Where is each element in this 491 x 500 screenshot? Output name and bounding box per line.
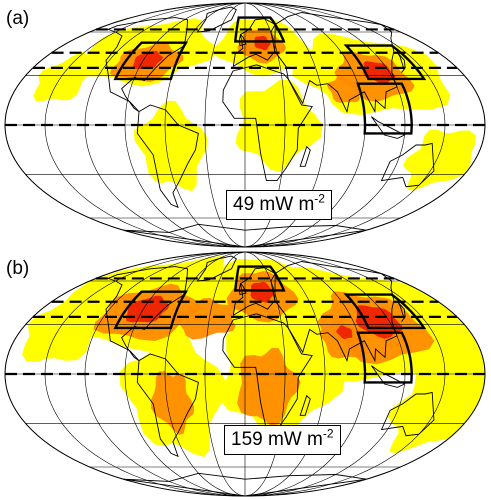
region-box-a-2 bbox=[343, 44, 427, 81]
field-red-a-1 bbox=[254, 35, 271, 51]
value-unit-b: mW m bbox=[267, 429, 323, 450]
field-orange-b-5 bbox=[150, 371, 195, 435]
field-red-b-2 bbox=[355, 305, 403, 339]
panel-label-b: (b) bbox=[6, 258, 30, 279]
field-red-b-1 bbox=[250, 281, 274, 303]
value-exponent-b: -2 bbox=[322, 426, 334, 441]
field-orange-b-3 bbox=[319, 319, 367, 359]
panel-label-a: (a) bbox=[6, 8, 30, 29]
region-box-a-1 bbox=[233, 16, 286, 43]
field-orange-b-6 bbox=[172, 298, 236, 340]
map-svg-a bbox=[4, 2, 486, 248]
coastline-australia-b bbox=[380, 391, 435, 437]
field-yellow-a-6 bbox=[33, 51, 99, 102]
value-exponent-a: -2 bbox=[314, 191, 325, 206]
value-number-a: 49 bbox=[233, 194, 255, 215]
field-red-b-3 bbox=[336, 325, 353, 339]
coastline-namerica-b bbox=[105, 266, 188, 361]
coastline-madagascar-a bbox=[299, 145, 311, 167]
region-box-b-2 bbox=[343, 293, 427, 330]
coastline-indonesia-b bbox=[371, 365, 406, 388]
field-yellow-b-6 bbox=[22, 290, 115, 362]
coastline-greenland-a bbox=[196, 6, 237, 33]
map-svg-b bbox=[4, 251, 486, 497]
coastline-samerica-a bbox=[136, 104, 199, 209]
value-box-a: 49 mW m-2 bbox=[226, 190, 332, 220]
region-box-a-3 bbox=[356, 82, 413, 135]
coastline-indonesia-a bbox=[371, 116, 406, 139]
coastline-antarctic-a bbox=[123, 223, 367, 247]
coastline-asia-b bbox=[274, 261, 398, 363]
coastline-europe-b bbox=[232, 267, 276, 317]
coastline-antarctic-b bbox=[123, 472, 367, 496]
coastline-europe-a bbox=[232, 18, 276, 68]
region-box-a-0 bbox=[113, 41, 188, 81]
field-orange-a-3 bbox=[327, 75, 360, 103]
map-outline-a bbox=[4, 2, 486, 248]
map-panel-a: (a) 49 mW m-2 bbox=[4, 2, 486, 248]
value-unit-a: mW m bbox=[259, 194, 315, 215]
coastline-madagascar-b bbox=[299, 394, 311, 416]
map-outline-b bbox=[4, 251, 486, 497]
field-yellow-a-3 bbox=[133, 100, 208, 192]
coastline-africa-b bbox=[222, 313, 313, 431]
map-panel-b: (b) 159 mW m-2 bbox=[0, 250, 491, 500]
coastline-samerica-b bbox=[136, 353, 199, 458]
coastline-namerica-a bbox=[105, 17, 188, 112]
region-box-b-3 bbox=[356, 331, 413, 384]
value-box-b: 159 mW m-2 bbox=[224, 425, 341, 455]
coastline-asia-a bbox=[274, 12, 398, 114]
coastline-greenland-b bbox=[196, 255, 237, 282]
region-box-b-0 bbox=[113, 290, 188, 330]
value-number-b: 159 bbox=[231, 429, 263, 450]
region-box-b-1 bbox=[233, 265, 286, 292]
coastline-australia-a bbox=[380, 142, 435, 188]
coastline-africa-a bbox=[222, 64, 313, 182]
field-yellow-a-5 bbox=[403, 129, 476, 191]
field-red-b-0 bbox=[125, 295, 170, 323]
